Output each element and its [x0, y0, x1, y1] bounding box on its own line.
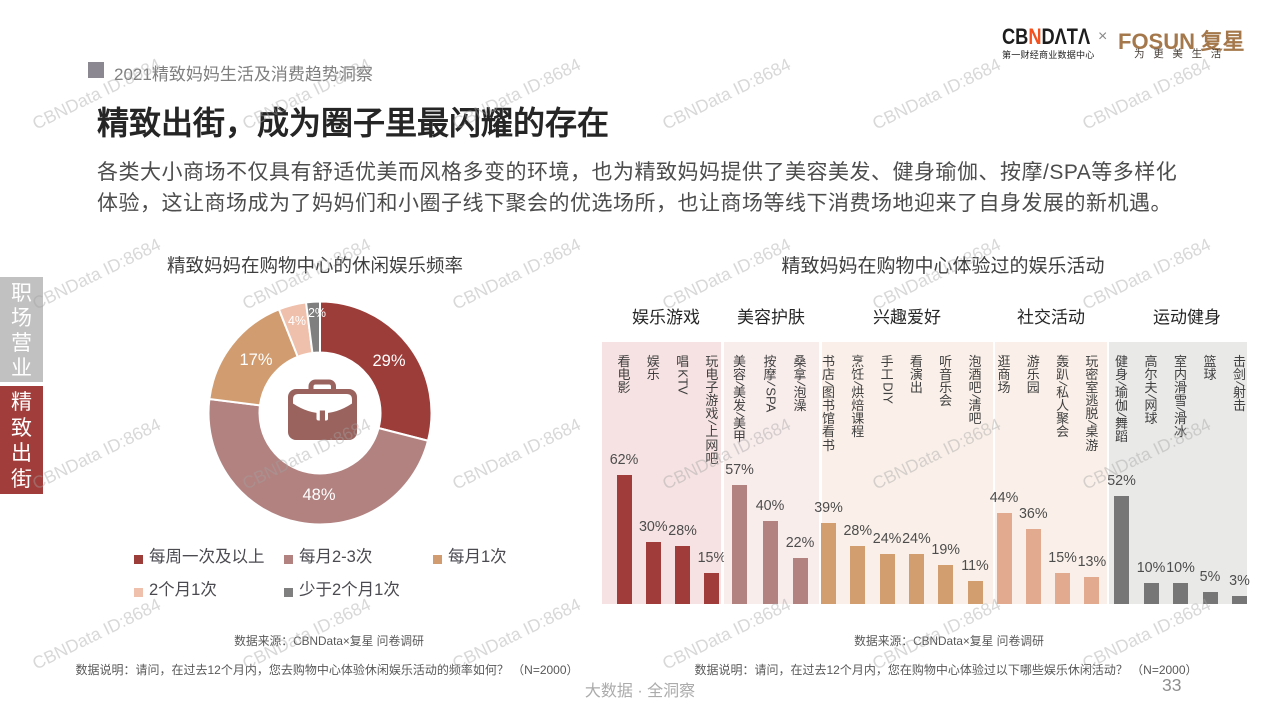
svg-text:2%: 2%: [308, 306, 326, 320]
svg-text:48%: 48%: [302, 486, 335, 504]
svg-text:17%: 17%: [239, 351, 272, 369]
svg-text:4%: 4%: [288, 314, 306, 328]
svg-text:29%: 29%: [372, 352, 405, 370]
